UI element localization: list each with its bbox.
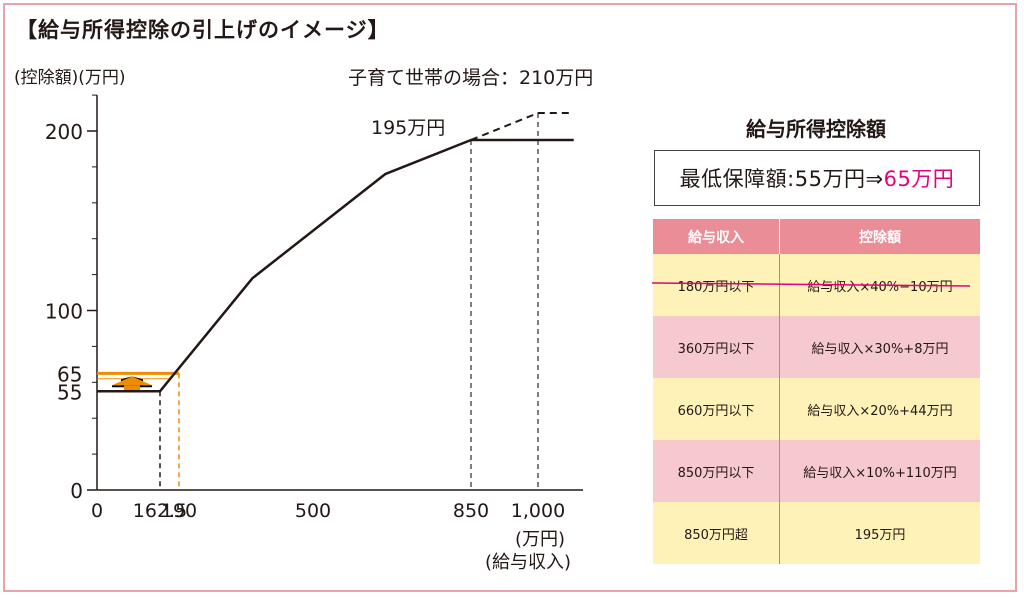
row-deduction: 給与収入×20%+44万円 <box>779 378 980 440</box>
minimum-new-value: 65万円 <box>883 167 955 191</box>
row-income: 360万円以下 <box>653 316 780 378</box>
increase-arrow-head <box>112 376 152 386</box>
y-mark-label: 55 <box>57 380 82 404</box>
table-title: 給与所得控除額 <box>746 117 886 141</box>
table-row: 360万円以下 給与収入×30%+8万円 <box>653 316 980 378</box>
y-tick-label: 200 <box>45 120 83 144</box>
minimum-guarantee-box: 最低保障額:55万円⇒ 65万円 <box>654 150 980 206</box>
table-row: 850万円超 195万円 <box>653 502 980 564</box>
annotation-195: 195万円 <box>371 117 445 139</box>
row-income: 660万円以下 <box>653 378 780 440</box>
childcare-household-line <box>470 112 574 141</box>
deduction-table: 給与収入 控除額 180万円以下 給与収入×40%−10万円 360万円以下 給… <box>653 219 980 564</box>
row-income: 850万円以下 <box>653 440 780 502</box>
header-income: 給与収入 <box>653 219 780 254</box>
y-tick-label: 0 <box>70 479 83 503</box>
x-tick-label: 0 <box>91 500 103 522</box>
deduction-line <box>97 138 574 393</box>
row-deduction: 給与収入×40%−10万円 <box>779 254 980 316</box>
y-tick-label: 100 <box>45 300 83 324</box>
y-axis-label: (控除額)(万円) <box>14 68 126 88</box>
table-row: 660万円以下 給与収入×20%+44万円 <box>653 378 980 440</box>
row-income: 850万円超 <box>653 502 780 564</box>
row-deduction: 195万円 <box>779 502 980 564</box>
x-unit-label: (万円) <box>515 529 565 550</box>
header-deduction: 控除額 <box>779 219 980 254</box>
figure-title: 【給与所得控除の引上げのイメージ】 <box>16 18 390 42</box>
table-header-row: 給与収入 控除額 <box>653 219 980 254</box>
row-income: 180万円以下 <box>653 254 780 316</box>
x-tick-label: 190 <box>161 500 197 522</box>
x-tick-label: 162.5 <box>133 500 187 522</box>
table-row: 180万円以下 給与収入×40%−10万円 <box>653 254 980 316</box>
minimum-prefix: 最低保障額:55万円⇒ <box>679 167 884 191</box>
row-deduction: 給与収入×30%+8万円 <box>779 316 980 378</box>
annotation-210: 子育て世帯の場合：210万円 <box>348 67 593 89</box>
x-tick-label: 850 <box>453 500 489 522</box>
table-row: 850万円以下 給与収入×10%+110万円 <box>653 440 980 502</box>
row-deduction: 給与収入×10%+110万円 <box>779 440 980 502</box>
x-tick-label: 1,000 <box>511 500 565 522</box>
y-mark-label: 65 <box>57 362 82 386</box>
x-axis-label: (給与収入) <box>485 552 571 573</box>
x-tick-label: 500 <box>295 500 331 522</box>
increase-arrow-shaft <box>124 385 140 391</box>
